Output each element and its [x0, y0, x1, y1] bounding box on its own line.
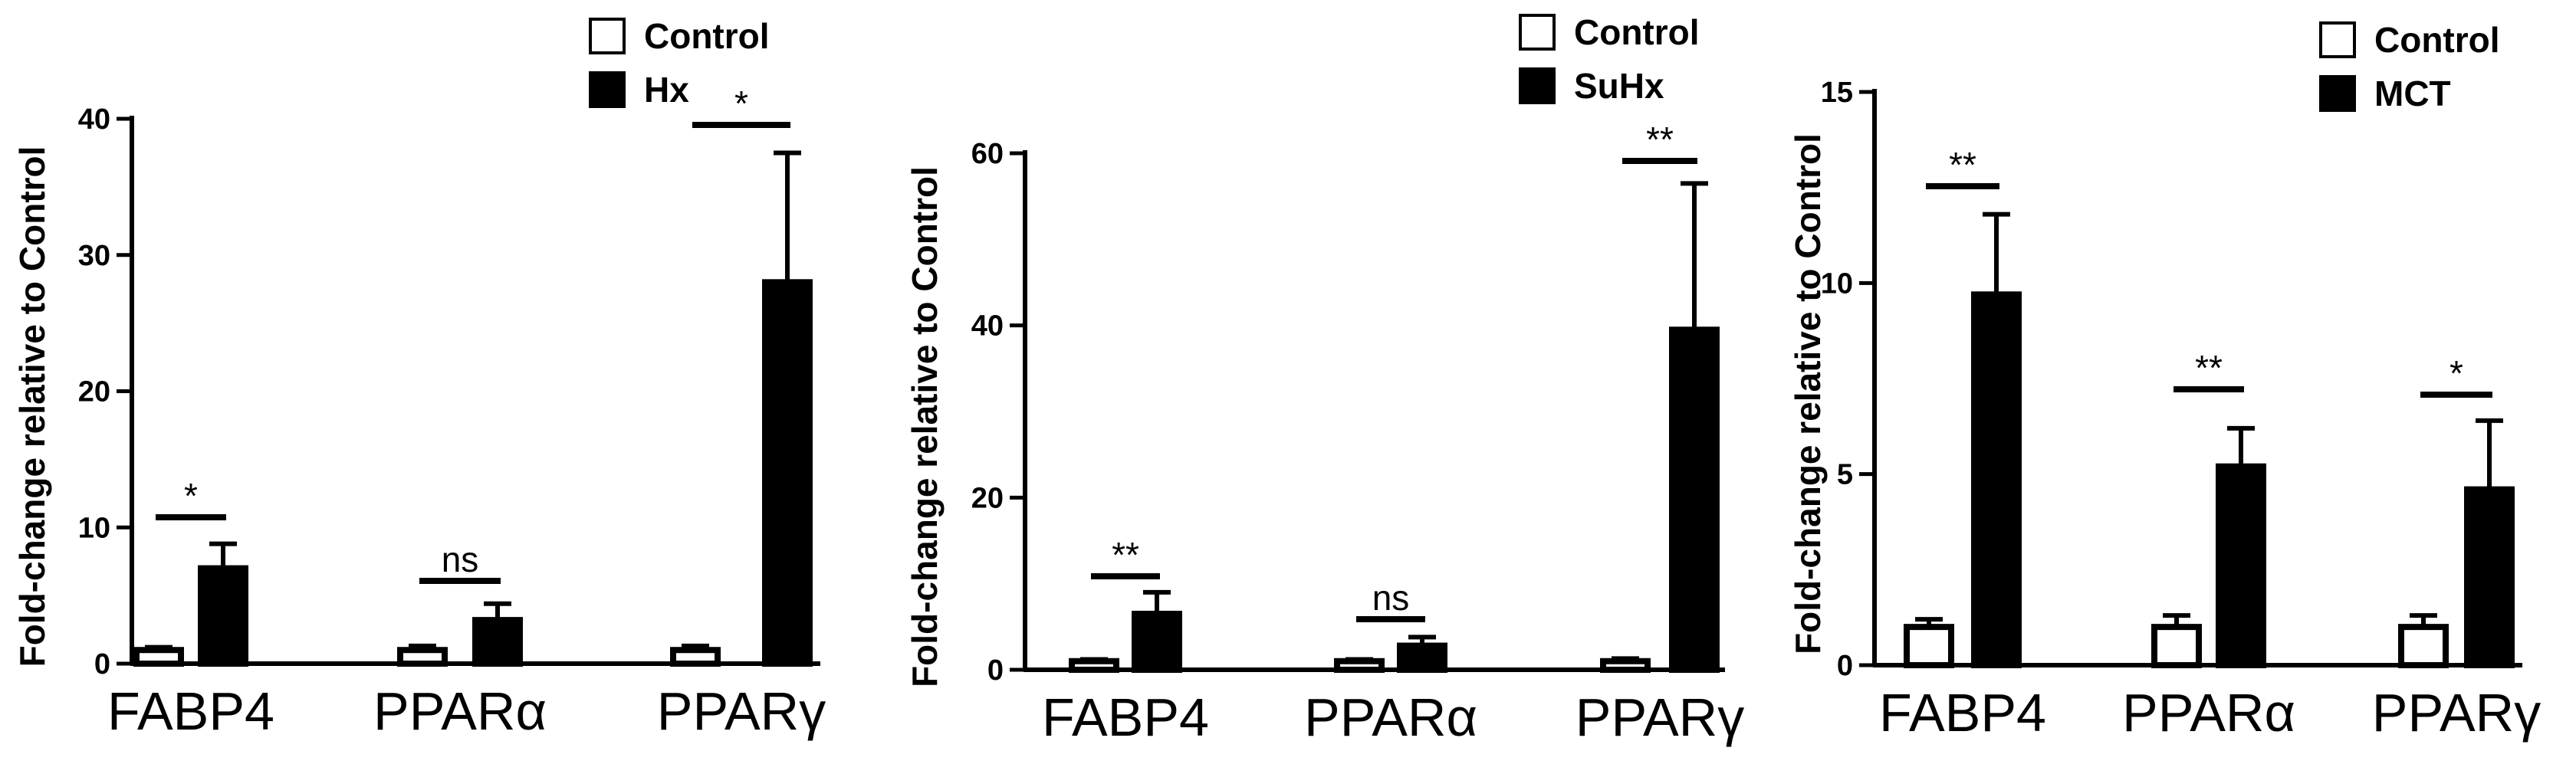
y-tick-label: 60: [971, 138, 1004, 170]
y-tick-label: 0: [94, 648, 110, 681]
y-tick-label: 30: [78, 240, 110, 272]
bar-suhx-1: [1132, 610, 1182, 674]
category-label: PPARγ: [1576, 687, 1744, 747]
legend-swatch: [589, 71, 626, 108]
legend-swatch: [2319, 21, 2356, 58]
y-tick-label: 10: [1821, 267, 1853, 300]
significance-label: ns: [1372, 578, 1410, 618]
category-label: FABP4: [1879, 683, 2046, 743]
bar-mct-1: [1971, 291, 2022, 668]
significance-label: **: [2195, 348, 2223, 388]
category-label: FABP4: [1042, 687, 1209, 747]
y-tick-label: 40: [78, 103, 110, 136]
legend-label: Control: [1574, 12, 1700, 52]
category-label: PPARα: [2122, 683, 2295, 743]
y-tick-label: 40: [971, 310, 1004, 343]
category-label: PPARα: [1304, 687, 1477, 747]
bar-control-3: [670, 647, 721, 667]
bar-hx-2: [472, 617, 523, 667]
bar-control-2: [1334, 658, 1385, 673]
bar-control-3: [1600, 658, 1651, 673]
bar-control-1: [1069, 658, 1119, 673]
significance-label: **: [1646, 120, 1674, 159]
bar-hx-1: [198, 565, 248, 667]
y-axis-label: Fold-change relative to Control: [1788, 133, 1828, 654]
y-tick-label: 0: [987, 654, 1004, 687]
y-axis-label: Fold-change relative to Control: [905, 166, 945, 687]
bar-control-1: [1904, 624, 1954, 669]
legend-label: Control: [2374, 20, 2500, 60]
legend-swatch: [589, 18, 626, 54]
chart-panel-2: 0 20 40 60 Fold-change relative to Control **…: [905, 12, 1744, 747]
bar-mct-3: [2464, 486, 2515, 669]
legend-label: Hx: [644, 70, 689, 110]
bar-control-3: [2398, 624, 2449, 669]
category-label: FABP4: [107, 681, 274, 741]
significance-label: ns: [442, 540, 479, 579]
significance-label: **: [1949, 145, 1976, 185]
bar-control-2: [397, 647, 448, 667]
category-label: PPARγ: [657, 681, 826, 741]
bar-mct-2: [2216, 463, 2266, 669]
category-label: PPARα: [373, 681, 547, 741]
bar-control-2: [2151, 624, 2202, 669]
legend-label: MCT: [2374, 74, 2451, 113]
y-tick-label: 5: [1837, 459, 1853, 491]
y-tick-label: 20: [971, 482, 1004, 514]
significance-label: *: [2450, 353, 2463, 393]
y-tick-label: 20: [78, 376, 110, 408]
chart-panel-1: 0 10 20 30 40 Fold-change relative to Control…: [12, 16, 826, 741]
bar-control-1: [133, 647, 184, 667]
legend-label: SuHx: [1574, 66, 1664, 106]
legend-label: Control: [644, 16, 770, 56]
y-tick-label: 15: [1821, 77, 1853, 109]
bar-suhx-2: [1397, 642, 1447, 674]
significance-label: **: [1112, 535, 1139, 575]
y-tick-label: 0: [1837, 650, 1853, 682]
y-axis-label: Fold-change relative to Control: [12, 146, 52, 667]
bar-hx-3: [762, 279, 813, 667]
significance-label: *: [734, 84, 748, 123]
legend-swatch: [1519, 14, 1556, 51]
chart-panel-3: 0 5 10 15 Fold-change relative to Control ** F…: [1788, 20, 2541, 743]
legend-swatch: [1519, 67, 1556, 104]
y-tick-label: 10: [78, 512, 110, 544]
bar-suhx-3: [1669, 326, 1720, 673]
legend-swatch: [2319, 75, 2356, 112]
category-label: PPARγ: [2372, 683, 2541, 743]
significance-label: *: [184, 476, 198, 516]
